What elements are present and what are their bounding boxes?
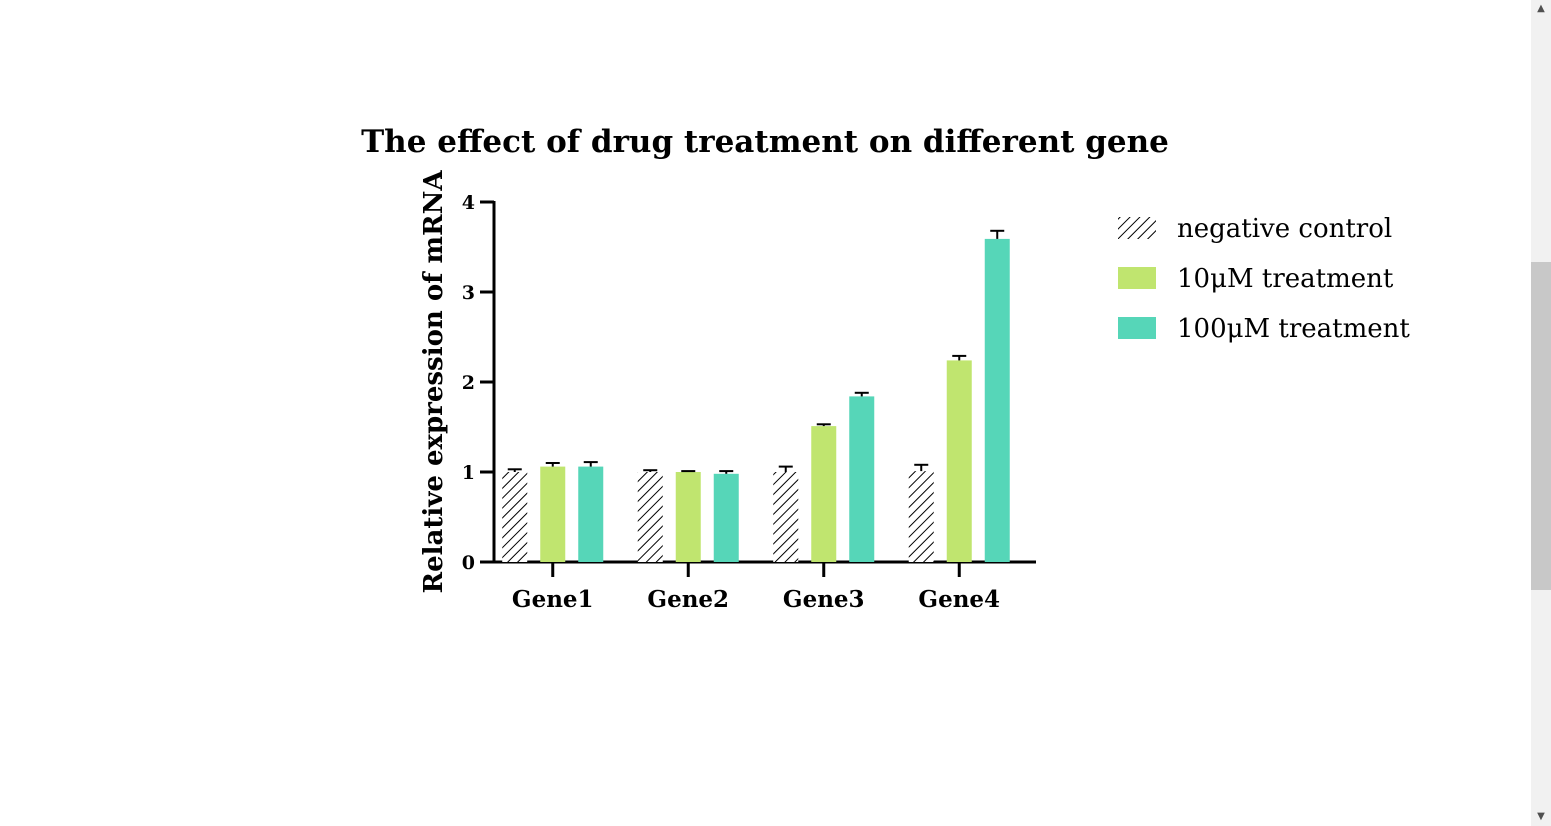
- y-tick-label: 1: [462, 462, 475, 484]
- bar: [811, 426, 837, 562]
- y-axis-label: Relative expression of mRNA: [419, 170, 449, 594]
- bar: [540, 466, 566, 562]
- bar: [578, 466, 604, 562]
- scrollbar-thumb[interactable]: [1531, 262, 1551, 590]
- bar: [946, 360, 972, 562]
- y-tick-label: 4: [462, 192, 475, 214]
- triangle-down-icon[interactable]: ▼: [1537, 811, 1545, 822]
- x-tick-label: Gene3: [783, 586, 865, 613]
- x-tick-label: Gene4: [918, 586, 1000, 613]
- bar: [675, 472, 701, 562]
- legend-swatch: [1118, 317, 1156, 339]
- legend: negative control 10μM treatment 100μM trea…: [1118, 214, 1410, 344]
- axes: 0 1 2 3 4 Gene1 Gene2 Gene3 Gene4: [462, 192, 1036, 613]
- vertical-scrollbar[interactable]: ▲ ▼: [1531, 0, 1551, 826]
- chart-title: The effect of drug treatment on differen…: [361, 124, 1169, 160]
- legend-label: 100μM treatment: [1177, 314, 1410, 344]
- y-tick-label: 0: [462, 552, 475, 574]
- bar: [637, 472, 663, 562]
- bar: [984, 238, 1010, 562]
- bar: [713, 473, 739, 562]
- triangle-up-icon[interactable]: ▲: [1537, 3, 1545, 14]
- bar: [502, 472, 528, 562]
- bar: [849, 396, 875, 562]
- y-tick-label: 3: [462, 282, 475, 304]
- legend-swatch: [1118, 217, 1156, 239]
- x-tick-label: Gene1: [512, 586, 594, 613]
- legend-label: negative control: [1177, 214, 1392, 244]
- legend-label: 10μM treatment: [1177, 264, 1394, 294]
- bar: [908, 471, 934, 562]
- bars-group: [502, 229, 1010, 562]
- y-tick-label: 2: [462, 372, 475, 394]
- legend-swatch: [1118, 267, 1156, 289]
- x-tick-label: Gene2: [647, 586, 729, 613]
- bar: [773, 472, 799, 562]
